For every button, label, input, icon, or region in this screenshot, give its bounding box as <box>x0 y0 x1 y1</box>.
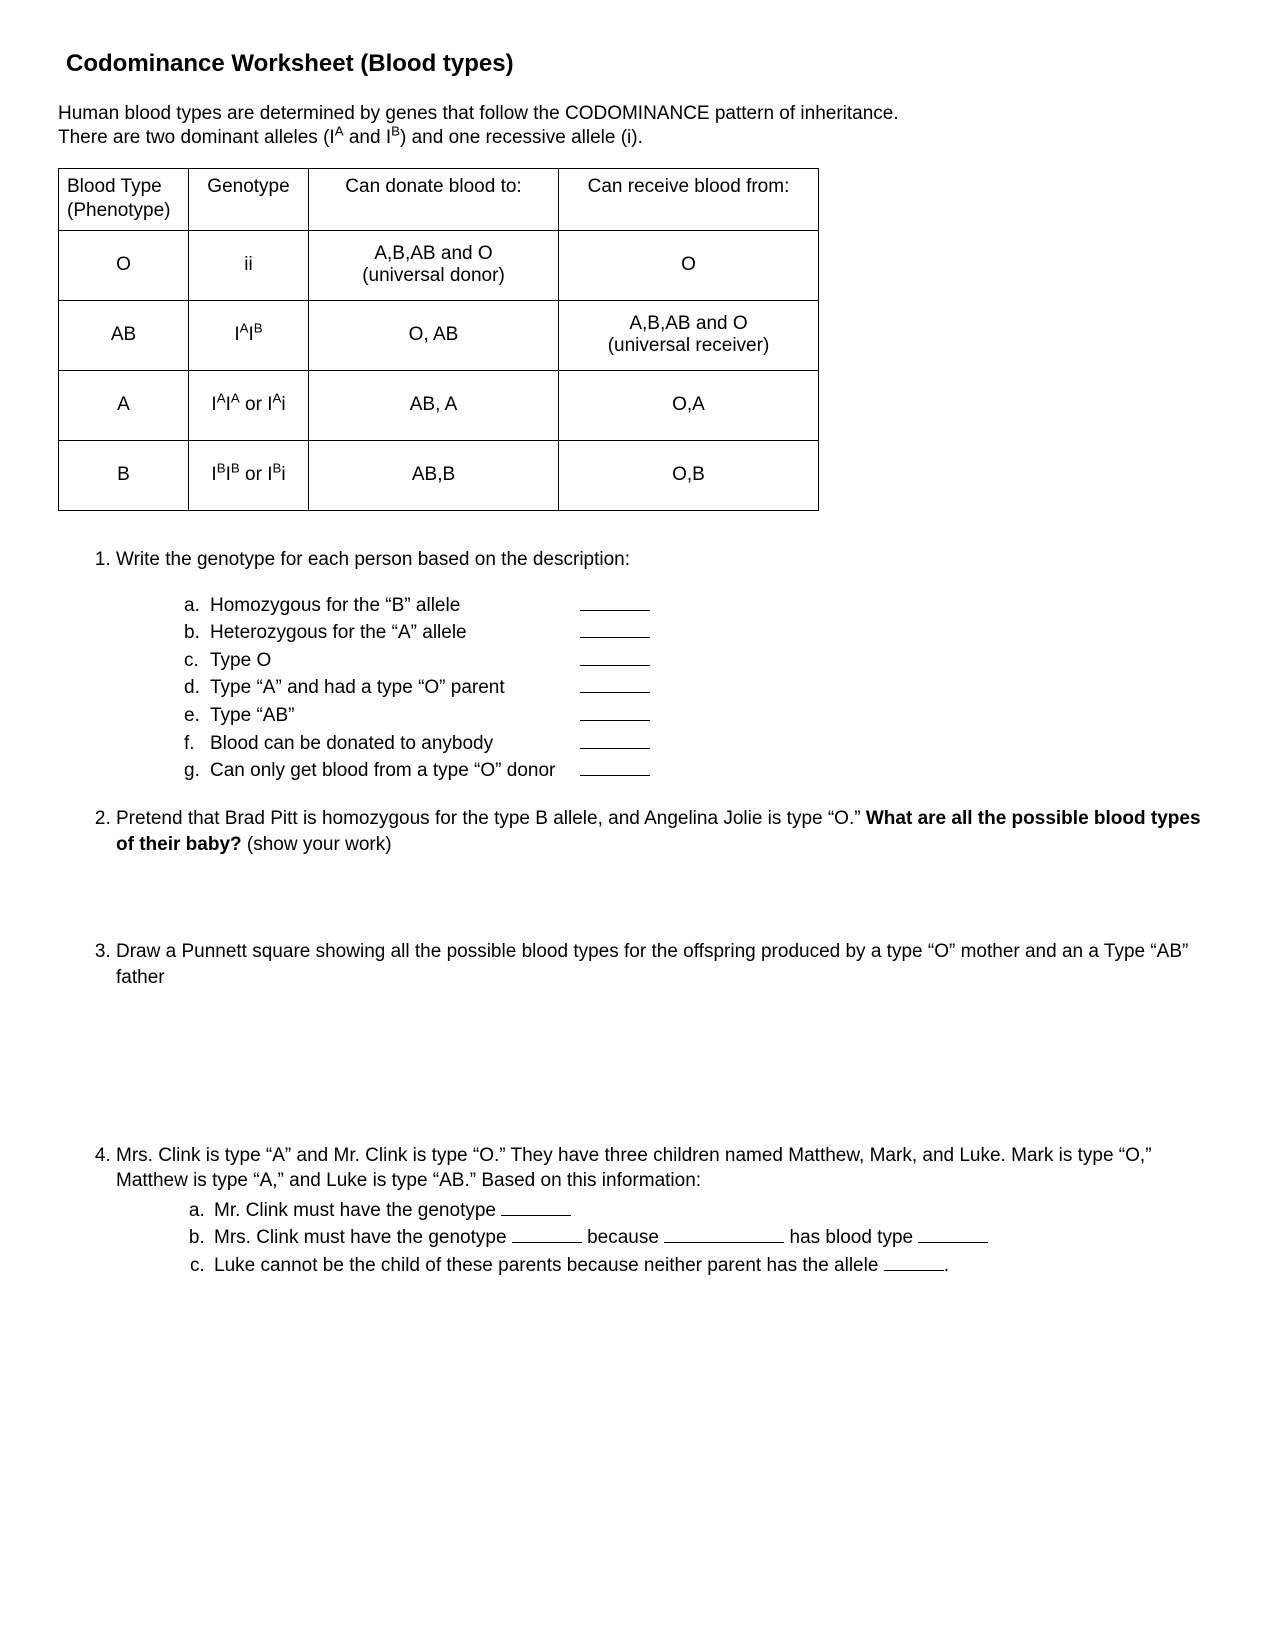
cell-donate: AB,B <box>309 440 559 510</box>
th-donate: Can donate blood to: <box>309 168 559 230</box>
cell-receive: O <box>559 230 819 300</box>
answer-blank[interactable] <box>580 729 650 749</box>
cell-geno: IAIA or IAi <box>189 370 309 440</box>
cell-pheno: AB <box>59 300 189 370</box>
q1-item: b.Heterozygous for the “A” allele <box>184 618 1217 646</box>
question-list: Write the genotype for each person based… <box>58 547 1217 1279</box>
intro-line2-mid: and I <box>344 127 392 148</box>
cell-donate: AB, A <box>309 370 559 440</box>
q1-item-text: Heterozygous for the “A” allele <box>210 620 580 646</box>
q1-item-text: Homozygous for the “B” allele <box>210 593 580 619</box>
work-space <box>116 991 1217 1121</box>
q1-item: d.Type “A” and had a type “O” parent <box>184 673 1217 701</box>
th-receive: Can receive blood from: <box>559 168 819 230</box>
q3-text: Draw a Punnett square showing all the po… <box>116 941 1188 988</box>
table-header-row: Blood Type (Phenotype) Genotype Can dona… <box>59 168 819 230</box>
q1-item-text: Blood can be donated to anybody <box>210 731 580 757</box>
intro-paragraph: Human blood types are determined by gene… <box>58 102 1217 150</box>
q1-item-text: Type “AB” <box>210 703 580 729</box>
work-space <box>116 857 1217 917</box>
answer-blank[interactable] <box>512 1223 582 1243</box>
answer-blank[interactable] <box>580 701 650 721</box>
q1-item: a.Homozygous for the “B” allele <box>184 591 1217 619</box>
cell-receive: O,B <box>559 440 819 510</box>
q1-item-text: Type O <box>210 648 580 674</box>
q1-item: e.Type “AB” <box>184 701 1217 729</box>
cell-pheno: B <box>59 440 189 510</box>
question-4: Mrs. Clink is type “A” and Mr. Clink is … <box>116 1143 1217 1279</box>
q4-subitems: Mr. Clink must have the genotype Mrs. Cl… <box>116 1196 1217 1279</box>
q1-item: f.Blood can be donated to anybody <box>184 729 1217 757</box>
q4-prompt: Mrs. Clink is type “A” and Mr. Clink is … <box>116 1145 1152 1192</box>
cell-receive: O,A <box>559 370 819 440</box>
sup-b: B <box>391 123 400 138</box>
q1-items: a.Homozygous for the “B” allele b.Hetero… <box>184 591 1217 784</box>
q1-item: c.Type O <box>184 646 1217 674</box>
cell-receive: A,B,AB and O (universal receiver) <box>559 300 819 370</box>
cell-donate: O, AB <box>309 300 559 370</box>
answer-blank[interactable] <box>580 673 650 693</box>
cell-geno: IBIB or IBi <box>189 440 309 510</box>
answer-blank[interactable] <box>918 1223 988 1243</box>
intro-line1: Human blood types are determined by gene… <box>58 103 899 124</box>
answer-blank[interactable] <box>580 618 650 638</box>
table-row: B IBIB or IBi AB,B O,B <box>59 440 819 510</box>
answer-blank[interactable] <box>884 1251 944 1271</box>
cell-pheno: O <box>59 230 189 300</box>
q4-item-a: Mr. Clink must have the genotype <box>210 1196 1217 1224</box>
q4-item-b: Mrs. Clink must have the genotype becaus… <box>210 1223 1217 1251</box>
th-phenotype: Blood Type (Phenotype) <box>59 168 189 230</box>
table-row: AB IAIB O, AB A,B,AB and O (universal re… <box>59 300 819 370</box>
q1-prompt: Write the genotype for each person based… <box>116 549 630 570</box>
q2-text-2: (show your work) <box>242 834 392 855</box>
cell-geno: IAIB <box>189 300 309 370</box>
cell-pheno: A <box>59 370 189 440</box>
q1-item-text: Can only get blood from a type “O” donor <box>210 758 580 784</box>
page-title: Codominance Worksheet (Blood types) <box>66 50 1217 78</box>
answer-blank[interactable] <box>580 646 650 666</box>
table-row: A IAIA or IAi AB, A O,A <box>59 370 819 440</box>
sup-a: A <box>335 123 344 138</box>
cell-donate: A,B,AB and O (universal donor) <box>309 230 559 300</box>
question-1: Write the genotype for each person based… <box>116 547 1217 784</box>
intro-line2-pre: There are two dominant alleles (I <box>58 127 335 148</box>
q1-item-text: Type “A” and had a type “O” parent <box>210 675 580 701</box>
table-row: O ii A,B,AB and O (universal donor) O <box>59 230 819 300</box>
intro-line2-post: ) and one recessive allele (i). <box>400 127 643 148</box>
q4-item-c: Luke cannot be the child of these parent… <box>210 1251 1217 1279</box>
q1-item: g.Can only get blood from a type “O” don… <box>184 756 1217 784</box>
question-3: Draw a Punnett square showing all the po… <box>116 939 1217 1120</box>
cell-geno: ii <box>189 230 309 300</box>
answer-blank[interactable] <box>501 1196 571 1216</box>
answer-blank[interactable] <box>580 756 650 776</box>
question-2: Pretend that Brad Pitt is homozygous for… <box>116 806 1217 917</box>
q2-text-1: Pretend that Brad Pitt is homozygous for… <box>116 808 866 829</box>
answer-blank[interactable] <box>580 591 650 611</box>
th-genotype: Genotype <box>189 168 309 230</box>
blood-type-table: Blood Type (Phenotype) Genotype Can dona… <box>58 168 819 511</box>
answer-blank[interactable] <box>664 1223 784 1243</box>
